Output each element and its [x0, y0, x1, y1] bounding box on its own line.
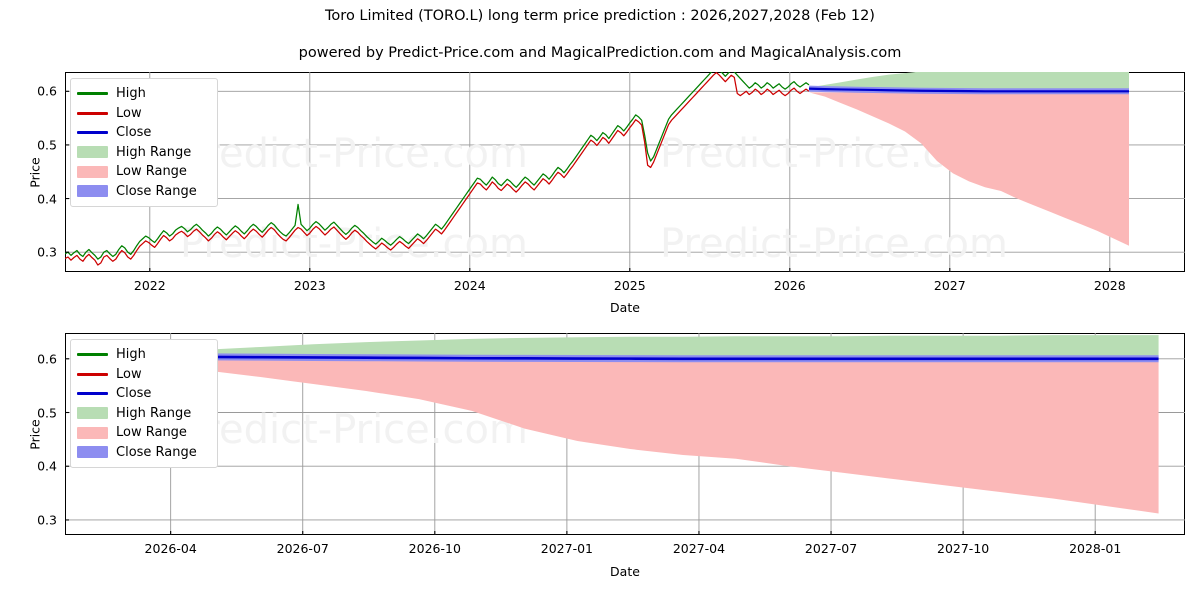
top-legend-swatch-patch-icon: [77, 165, 108, 178]
bottom-x-tick: 2026-04: [144, 541, 197, 556]
top-y-tick: 0.5: [37, 137, 57, 153]
top-legend-label: High Range: [116, 144, 192, 160]
bottom-legend-swatch-line-icon: [77, 353, 108, 357]
svg-text:Predict-Price.com: Predict-Price.com: [660, 221, 1008, 267]
bottom-y-tick: 0.5: [37, 405, 57, 420]
bottom-y-tick: 0.6: [37, 351, 57, 367]
top-legend-label: Close: [116, 125, 152, 141]
bottom-y-tick: 0.3: [37, 512, 57, 528]
top-legend-label: High: [116, 86, 146, 102]
bottom-legend-swatch-patch-icon: [77, 407, 108, 420]
bottom-x-tick: 2027-04: [672, 541, 726, 556]
top-x-tick: 2026: [773, 278, 806, 293]
top-x-tick: 2024: [453, 278, 486, 293]
bottom-legend-item-low-range[interactable]: Low Range: [77, 423, 209, 443]
bottom-legend-label: High: [116, 347, 146, 363]
top-legend-swatch-patch-icon: [77, 146, 108, 159]
top-plot-area: Predict-Price.com Predict-Price.com Predic…: [65, 72, 1185, 272]
svg-text:Predict-Price.com: Predict-Price.com: [180, 407, 528, 453]
top-chart-panel: Predict-Price.com Predict-Price.com Predic…: [65, 72, 1185, 272]
svg-text:Predict-Price.com: Predict-Price.com: [180, 221, 528, 267]
top-legend-label: Low Range: [116, 164, 187, 180]
bottom-legend-item-high[interactable]: High: [77, 345, 209, 365]
bottom-legend-swatch-line-icon: [77, 372, 108, 376]
bottom-x-tick: 2027-07: [804, 541, 858, 556]
bottom-y-tick: 0.4: [37, 458, 57, 474]
top-x-tick: 2023: [293, 278, 326, 293]
top-legend-swatch-line-icon: [77, 111, 108, 115]
top-legend-label: Low: [116, 105, 142, 121]
bottom-legend-label: High Range: [116, 405, 192, 421]
top-x-tick: 2028: [1093, 278, 1126, 293]
top-x-tick: 2022: [133, 278, 166, 293]
bottom-legend-item-close-range[interactable]: Close Range: [77, 443, 209, 463]
top-legend-label: Close Range: [116, 183, 197, 199]
top-legend-swatch-line-icon: [77, 92, 108, 96]
top-x-axis-label: Date: [610, 300, 640, 315]
top-legend-swatch-line-icon: [77, 131, 108, 135]
top-legend: High Low Close High Range Low Range Close Ran…: [70, 78, 218, 207]
bottom-legend: High Low Close High Range Low Range Close Ran…: [70, 339, 218, 468]
top-legend-item-high-range[interactable]: High Range: [77, 143, 209, 163]
bottom-legend-item-high-range[interactable]: High Range: [77, 404, 209, 424]
top-y-tick: 0.3: [37, 244, 57, 260]
bottom-x-tick: 2028-01: [1069, 541, 1122, 556]
bottom-legend-swatch-patch-icon: [77, 446, 108, 459]
top-x-tick: 2027: [933, 278, 966, 293]
top-legend-item-close-range[interactable]: Close Range: [77, 182, 209, 202]
page-subtitle: powered by Predict-Price.com and Magical…: [298, 45, 902, 61]
bottom-legend-label: Close: [116, 386, 152, 402]
bottom-legend-label: Low: [116, 366, 142, 382]
bottom-legend-label: Close Range: [116, 444, 197, 460]
bottom-legend-item-low[interactable]: Low: [77, 365, 209, 385]
top-legend-item-high[interactable]: High: [77, 84, 209, 104]
top-y-tick: 0.4: [37, 191, 57, 207]
bottom-legend-swatch-patch-icon: [77, 426, 108, 439]
top-legend-item-low[interactable]: Low: [77, 104, 209, 124]
bottom-legend-item-close[interactable]: Close: [77, 384, 209, 404]
top-legend-swatch-patch-icon: [77, 185, 108, 198]
bottom-legend-label: Low Range: [116, 425, 187, 441]
top-legend-item-low-range[interactable]: Low Range: [77, 162, 209, 182]
bottom-x-tick: 2027-10: [936, 541, 990, 556]
bottom-x-tick: 2027-01: [540, 541, 593, 556]
top-y-tick: 0.6: [37, 83, 57, 99]
svg-text:Predict-Price.com: Predict-Price.com: [180, 131, 528, 177]
top-x-tick: 2025: [613, 278, 646, 293]
page-title: Toro Limited (TORO.L) long term price pr…: [325, 8, 875, 24]
bottom-x-tick: 2026-07: [276, 541, 329, 556]
top-legend-item-close[interactable]: Close: [77, 123, 209, 143]
bottom-x-axis-label: Date: [610, 564, 640, 579]
bottom-x-tick: 2026-10: [408, 541, 461, 556]
bottom-legend-swatch-line-icon: [77, 392, 108, 396]
